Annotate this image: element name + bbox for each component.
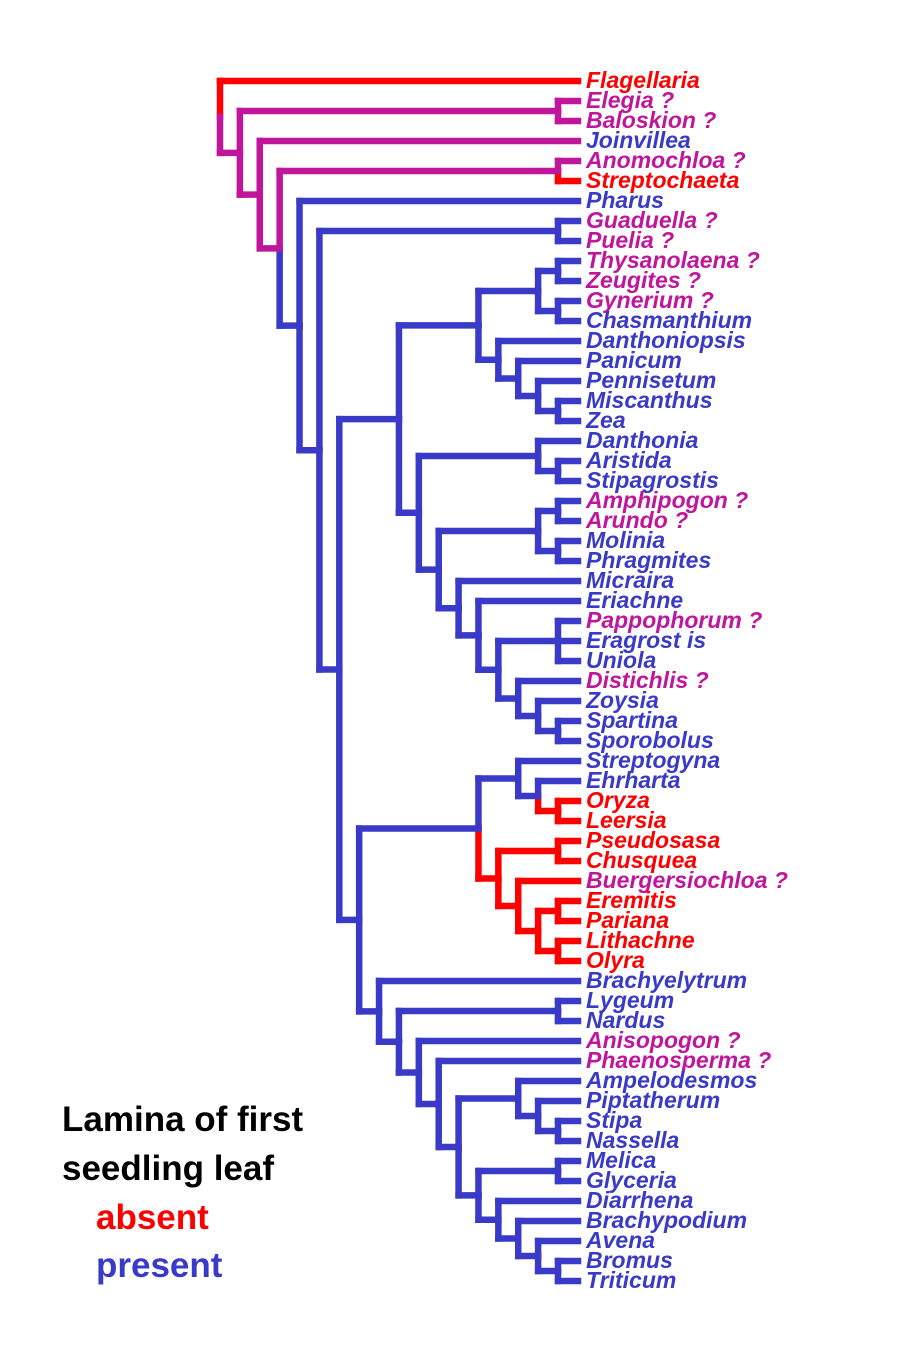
taxon-label: Melica [586,1147,657,1173]
taxon-label: Olyra [586,947,645,973]
taxon-label: Danthoniopsis [586,327,746,353]
taxon-label: Chasmanthium [586,307,752,333]
taxon-label: Danthonia [586,427,699,453]
taxon-label: Nassella [586,1127,680,1153]
taxon-label: Eragrost is [586,627,706,653]
taxon-label: Guaduella ? [586,207,718,233]
taxon-label: Nardus [586,1007,665,1033]
taxon-label: Chusquea [586,847,697,873]
taxon-label: Miscanthus [586,387,713,413]
tree-branches [216,77,582,1285]
taxon-label: Zoysia [585,687,659,713]
taxon-label: Lithachne [586,927,695,953]
taxon-label: Eremitis [586,887,677,913]
taxon-label: Puelia ? [586,227,674,253]
taxon-label: Zea [585,407,626,433]
taxon-label: Buergersiochloa ? [586,867,788,893]
taxon-label: Anomochloa ? [585,147,746,173]
taxon-label: Lygeum [586,987,674,1013]
taxon-label: Stipa [586,1107,642,1133]
taxon-label: Uniola [586,647,656,673]
taxon-label: Piptatherum [586,1087,720,1113]
taxon-label: Sporobolus [586,727,714,753]
taxon-label: Brachypodium [586,1207,747,1233]
taxon-label: Stipagrostis [586,467,719,493]
taxon-label: Bromus [586,1247,673,1273]
legend-title-line1: Lamina of first [62,1100,304,1139]
legend-absent: absent [96,1198,209,1237]
taxon-label: Phaenosperma ? [586,1047,771,1073]
taxon-label: Pharus [586,187,664,213]
taxon-label: Micraira [586,567,674,593]
taxon-label: Diarrhena [586,1187,694,1213]
taxon-label: Glyceria [586,1167,677,1193]
taxon-label: Baloskion ? [586,107,716,133]
taxon-label: Streptochaeta [586,167,740,193]
taxon-label: Thysanolaena ? [586,247,760,273]
taxon-label: Aristida [585,447,672,473]
taxon-label: Panicum [586,347,682,373]
taxon-label: Leersia [586,807,667,833]
taxon-label: Pappophorum ? [586,607,762,633]
taxon-label: Amphipogon ? [585,487,748,513]
taxon-label: Anisopogon ? [585,1027,741,1053]
taxon-label: Triticum [586,1267,676,1293]
taxon-label: Pennisetum [586,367,716,393]
taxon-label: Avena [585,1227,655,1253]
taxon-label: Pariana [586,907,669,933]
taxon-label: Oryza [586,787,650,813]
taxon-label: Streptogyna [586,747,720,773]
taxon-label: Eriachne [586,587,683,613]
taxon-label: Ampelodesmos [585,1067,757,1093]
taxon-label: Ehrharta [586,767,681,793]
taxon-label: Flagellaria [586,67,700,93]
legend-title-line2: seedling leaf [62,1149,275,1188]
taxon-label: Phragmites [586,547,711,573]
taxon-label: Pseudosasa [586,827,720,853]
taxon-label: Elegia ? [586,87,674,113]
taxon-label: Spartina [586,707,678,733]
legend-present: present [96,1246,223,1285]
taxon-label: Zeugites ? [585,267,701,293]
taxon-label: Joinvillea [586,127,691,153]
taxon-label: Brachyelytrum [586,967,747,993]
taxon-label: Gynerium ? [586,287,714,313]
taxon-label: Distichlis ? [586,667,709,693]
taxon-label: Molinia [586,527,665,553]
taxon-label: Arundo ? [585,507,688,533]
